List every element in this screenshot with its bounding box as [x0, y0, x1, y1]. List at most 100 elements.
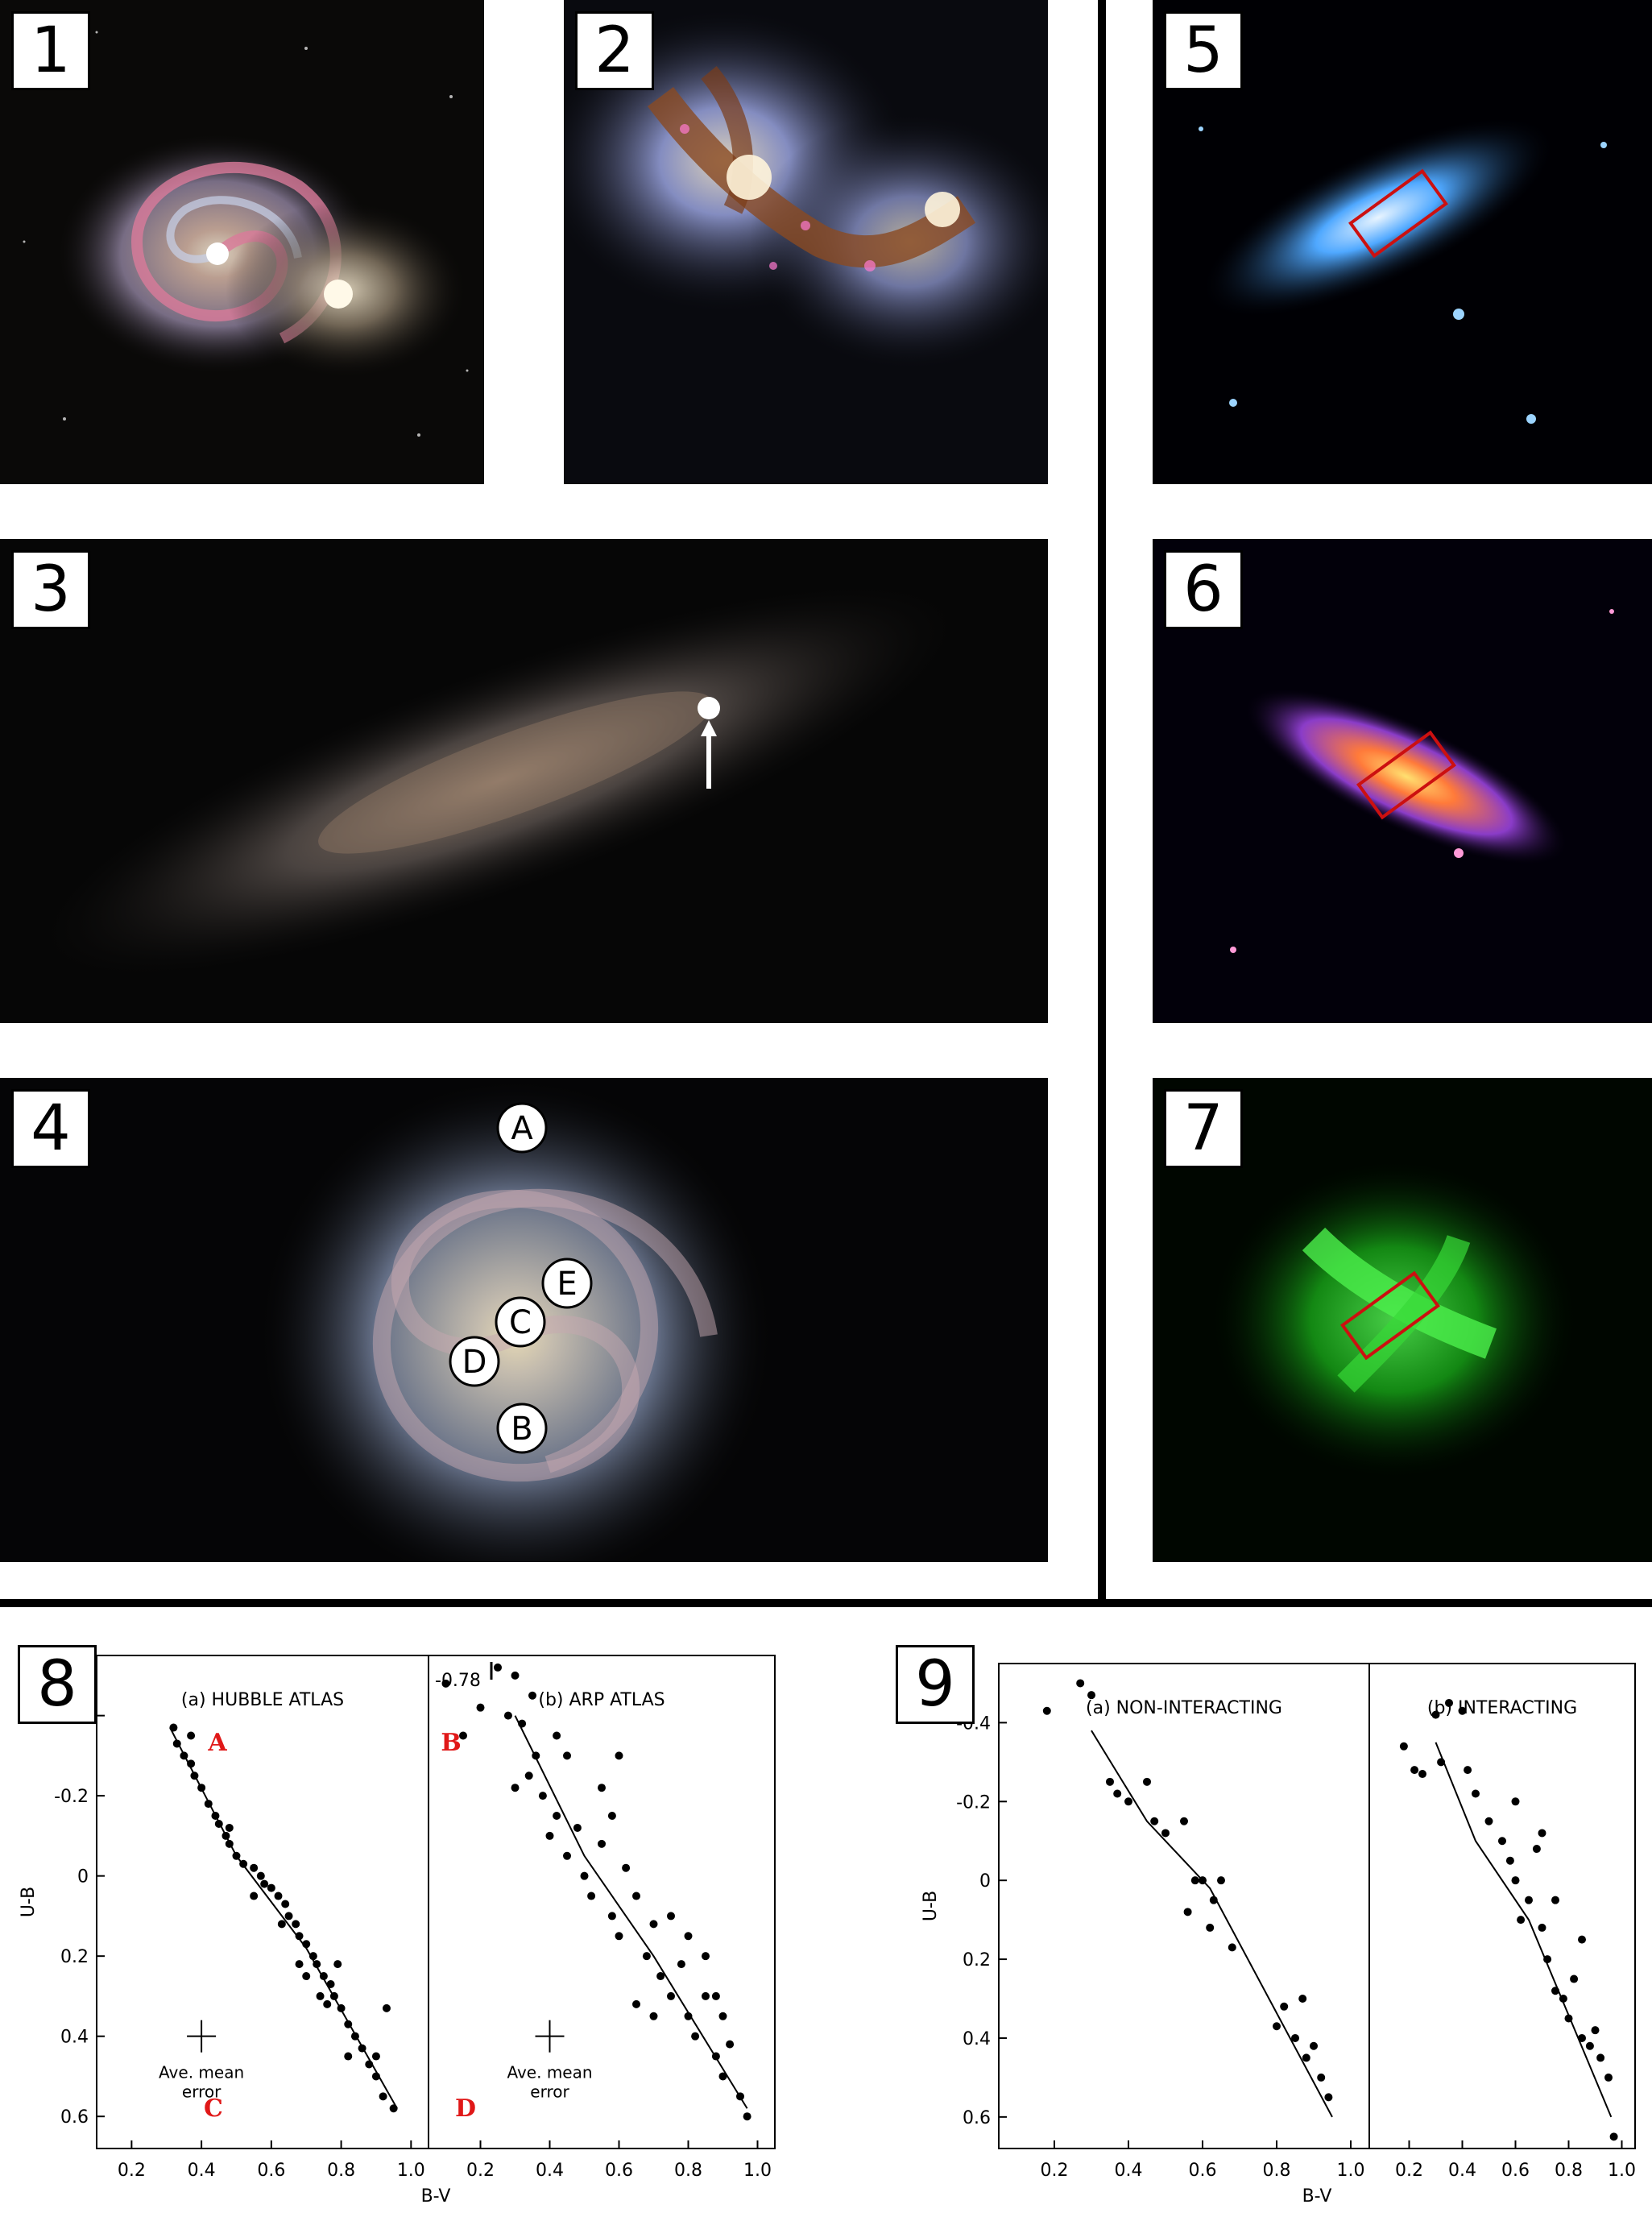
fit-curve [514, 1715, 748, 2109]
data-point [607, 1812, 616, 1821]
data-point [1604, 2073, 1613, 2082]
data-point [382, 2003, 391, 2012]
data-point [1317, 2073, 1326, 2082]
svg-text:C: C [509, 1304, 532, 1341]
data-point [1324, 2093, 1333, 2102]
chart-9: 0.20.40.60.81.0-0.4-0.200.20.40.6(a) NON… [921, 1663, 1636, 2206]
data-point [528, 1691, 536, 1700]
data-point [1596, 2053, 1605, 2062]
data-point [260, 1879, 269, 1888]
x-tick-label: 0.4 [1115, 2161, 1143, 2181]
x-tick-label: 0.2 [466, 2161, 495, 2181]
data-point [691, 2032, 700, 2041]
x-tick-label: 1.0 [1337, 2161, 1365, 2181]
data-point [1464, 1766, 1472, 1775]
data-point [667, 1912, 675, 1921]
data-point [1498, 1837, 1506, 1846]
x-tick-label: 0.4 [188, 2161, 216, 2181]
data-point [225, 1823, 234, 1832]
data-point [250, 1892, 259, 1900]
panel-7-green-galaxy: 7 [1153, 1078, 1652, 1562]
data-point [573, 1823, 582, 1832]
data-point [598, 1839, 606, 1848]
data-point [1431, 1710, 1440, 1719]
panel-number-3: 3 [11, 550, 90, 629]
x-tick-label: 0.6 [257, 2161, 285, 2181]
data-point [1418, 1770, 1426, 1779]
panel-2-antennae-galaxies: 2 [564, 0, 1048, 484]
antennae-galaxies-image [564, 8, 1048, 371]
data-point [1472, 1789, 1480, 1798]
data-point [677, 1960, 685, 1969]
data-point [1076, 1679, 1085, 1688]
data-point [313, 1960, 321, 1969]
fit-curve [1435, 1742, 1613, 2118]
horizontal-divider [0, 1599, 1652, 1607]
annotation-line: error [530, 2082, 569, 2102]
plot-frame [428, 1655, 776, 2149]
x-tick-label: 0.2 [1395, 2161, 1423, 2181]
x-tick-label: 0.4 [536, 2161, 564, 2181]
data-point [1570, 1974, 1579, 1983]
data-point [365, 2060, 374, 2069]
x-tick-label: 0.8 [1263, 2161, 1291, 2181]
data-point [281, 1900, 290, 1908]
x-tick-label: 0.6 [1501, 2161, 1530, 2181]
data-point [295, 1960, 304, 1969]
data-point [511, 1784, 520, 1792]
fit-curve [169, 1727, 398, 2109]
data-point [607, 1912, 616, 1921]
data-point [1559, 1995, 1567, 2003]
data-point [1209, 1896, 1218, 1904]
arrow-icon [701, 720, 717, 789]
data-point [1445, 1698, 1453, 1707]
data-point [1124, 1797, 1132, 1806]
data-point [656, 1972, 665, 1981]
y-tick-label: 0.6 [60, 2107, 89, 2128]
data-point [302, 1940, 311, 1949]
milky-way-image: A E C D B [258, 1078, 773, 1562]
data-point [1578, 2033, 1586, 2042]
svg-text:D: D [462, 1344, 487, 1381]
data-point [1517, 1916, 1526, 1925]
data-point [615, 1932, 623, 1941]
data-point [344, 2020, 353, 2028]
data-point [1228, 1943, 1236, 1952]
y-tick-label: 0 [979, 1871, 991, 1892]
highlight-rectangle [1356, 730, 1456, 820]
data-point [494, 1663, 502, 1672]
data-point [256, 1871, 265, 1880]
data-point [211, 1812, 220, 1821]
y-axis-label: U-B [921, 1891, 941, 1921]
data-point [1206, 1923, 1215, 1932]
data-point [649, 2012, 658, 2020]
data-point [1538, 1923, 1546, 1932]
svg-text:A: A [511, 1110, 533, 1147]
y-tick-label: 0.2 [963, 1950, 991, 1970]
data-point [632, 1999, 640, 2008]
x-tick-label: 0.8 [327, 2161, 355, 2181]
data-point [1217, 1876, 1225, 1885]
highlight-rectangle [1348, 168, 1448, 259]
data-point [1538, 1829, 1546, 1838]
data-point [649, 1920, 658, 1929]
data-point [295, 1932, 304, 1941]
data-point [333, 1960, 342, 1969]
corner-label-b: B [441, 1729, 461, 1757]
data-point [1437, 1758, 1446, 1767]
data-point [615, 1751, 623, 1760]
data-point [190, 1771, 199, 1780]
y-axis-label: U-B [19, 1887, 39, 1917]
data-point [337, 2003, 346, 2012]
data-point [239, 1859, 248, 1868]
data-point [358, 2044, 366, 2053]
annotation-line: Ave. mean [159, 2063, 244, 2082]
data-point [553, 1731, 561, 1740]
svg-text:E: E [557, 1266, 577, 1303]
data-point [197, 1784, 206, 1792]
x-tick-label: 1.0 [397, 2161, 425, 2181]
panel-9-color-color-plot: 0.20.40.60.81.0-0.4-0.200.20.40.6(a) NON… [878, 1627, 1652, 2221]
data-point [225, 1839, 234, 1848]
top-label: -0.78 [435, 1671, 481, 1691]
data-point [274, 1892, 283, 1900]
